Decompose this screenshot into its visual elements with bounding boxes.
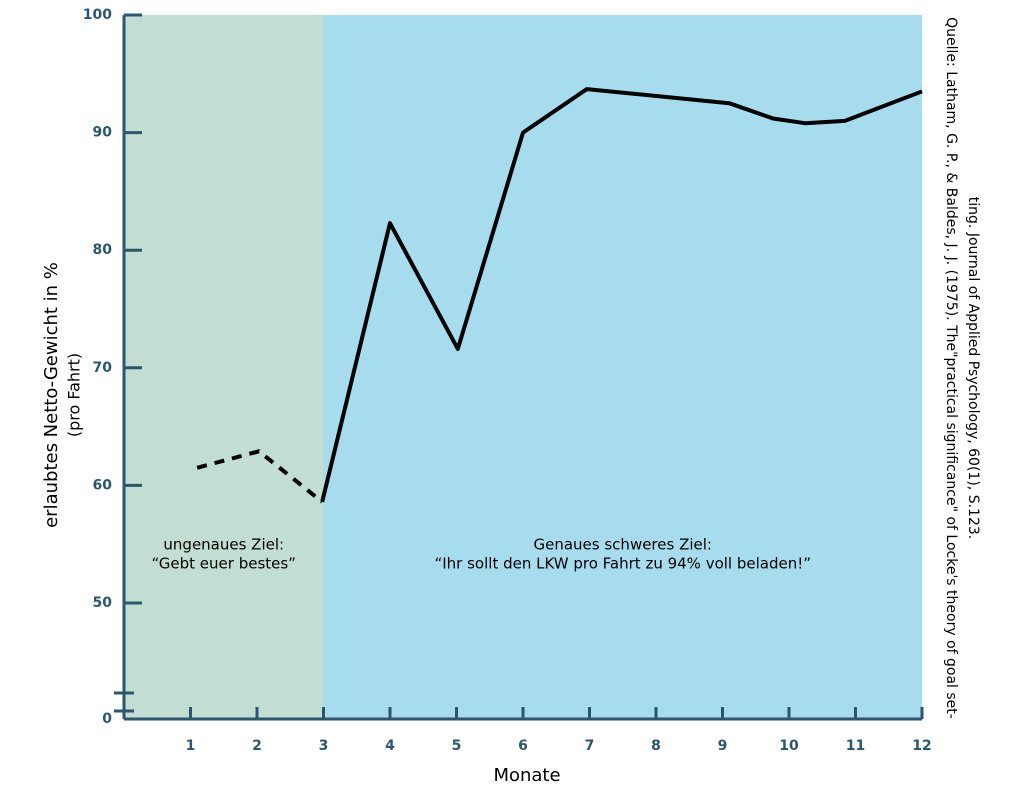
y-tick-label: 60 xyxy=(93,477,113,493)
y-tick-label: 100 xyxy=(83,7,112,23)
y-tick-label: 90 xyxy=(93,125,113,141)
y-label: (pro Fahrt) xyxy=(65,353,84,437)
region-label: ungenaues Ziel: xyxy=(163,536,284,554)
region xyxy=(323,15,922,719)
y-tick-label: 80 xyxy=(93,242,113,258)
x-tick-label: 6 xyxy=(518,738,528,754)
regions xyxy=(124,15,922,719)
y-tick-label: 0 xyxy=(102,711,112,727)
region-label: “Ihr sollt den LKW pro Fahrt zu 94% voll… xyxy=(434,555,811,573)
x-tick-label: 11 xyxy=(846,738,865,754)
data-line xyxy=(320,87,923,503)
x-tick-label: 4 xyxy=(385,738,395,754)
x-tick-label: 7 xyxy=(585,738,595,754)
source: Quelle: Latham, G. P., & Baldes, J. J. (… xyxy=(943,17,959,719)
x-label: Monate xyxy=(493,765,560,786)
lines xyxy=(196,87,923,504)
x-tick-label: 8 xyxy=(651,738,661,754)
region-label: “Gebt euer bestes” xyxy=(152,555,296,573)
x-tick-label: 12 xyxy=(912,738,931,754)
region-label: Genaues schweres Ziel: xyxy=(534,536,712,554)
y-tick-label: 70 xyxy=(93,360,113,376)
x-tick-label: 1 xyxy=(186,738,196,754)
data-line xyxy=(196,449,324,504)
y-label: erlaubtes Netto-Gewicht in % xyxy=(41,262,62,528)
x-tick-label: 3 xyxy=(319,738,329,754)
y-tick-label: 50 xyxy=(93,595,113,611)
x-tick-label: 5 xyxy=(452,738,462,754)
x-tick-label: 10 xyxy=(779,738,799,754)
x-tick-label: 9 xyxy=(718,738,728,754)
source: ting. Journal of Applied Psychology, 60(… xyxy=(965,197,981,539)
region xyxy=(124,15,324,719)
x-tick-label: 2 xyxy=(252,738,262,754)
